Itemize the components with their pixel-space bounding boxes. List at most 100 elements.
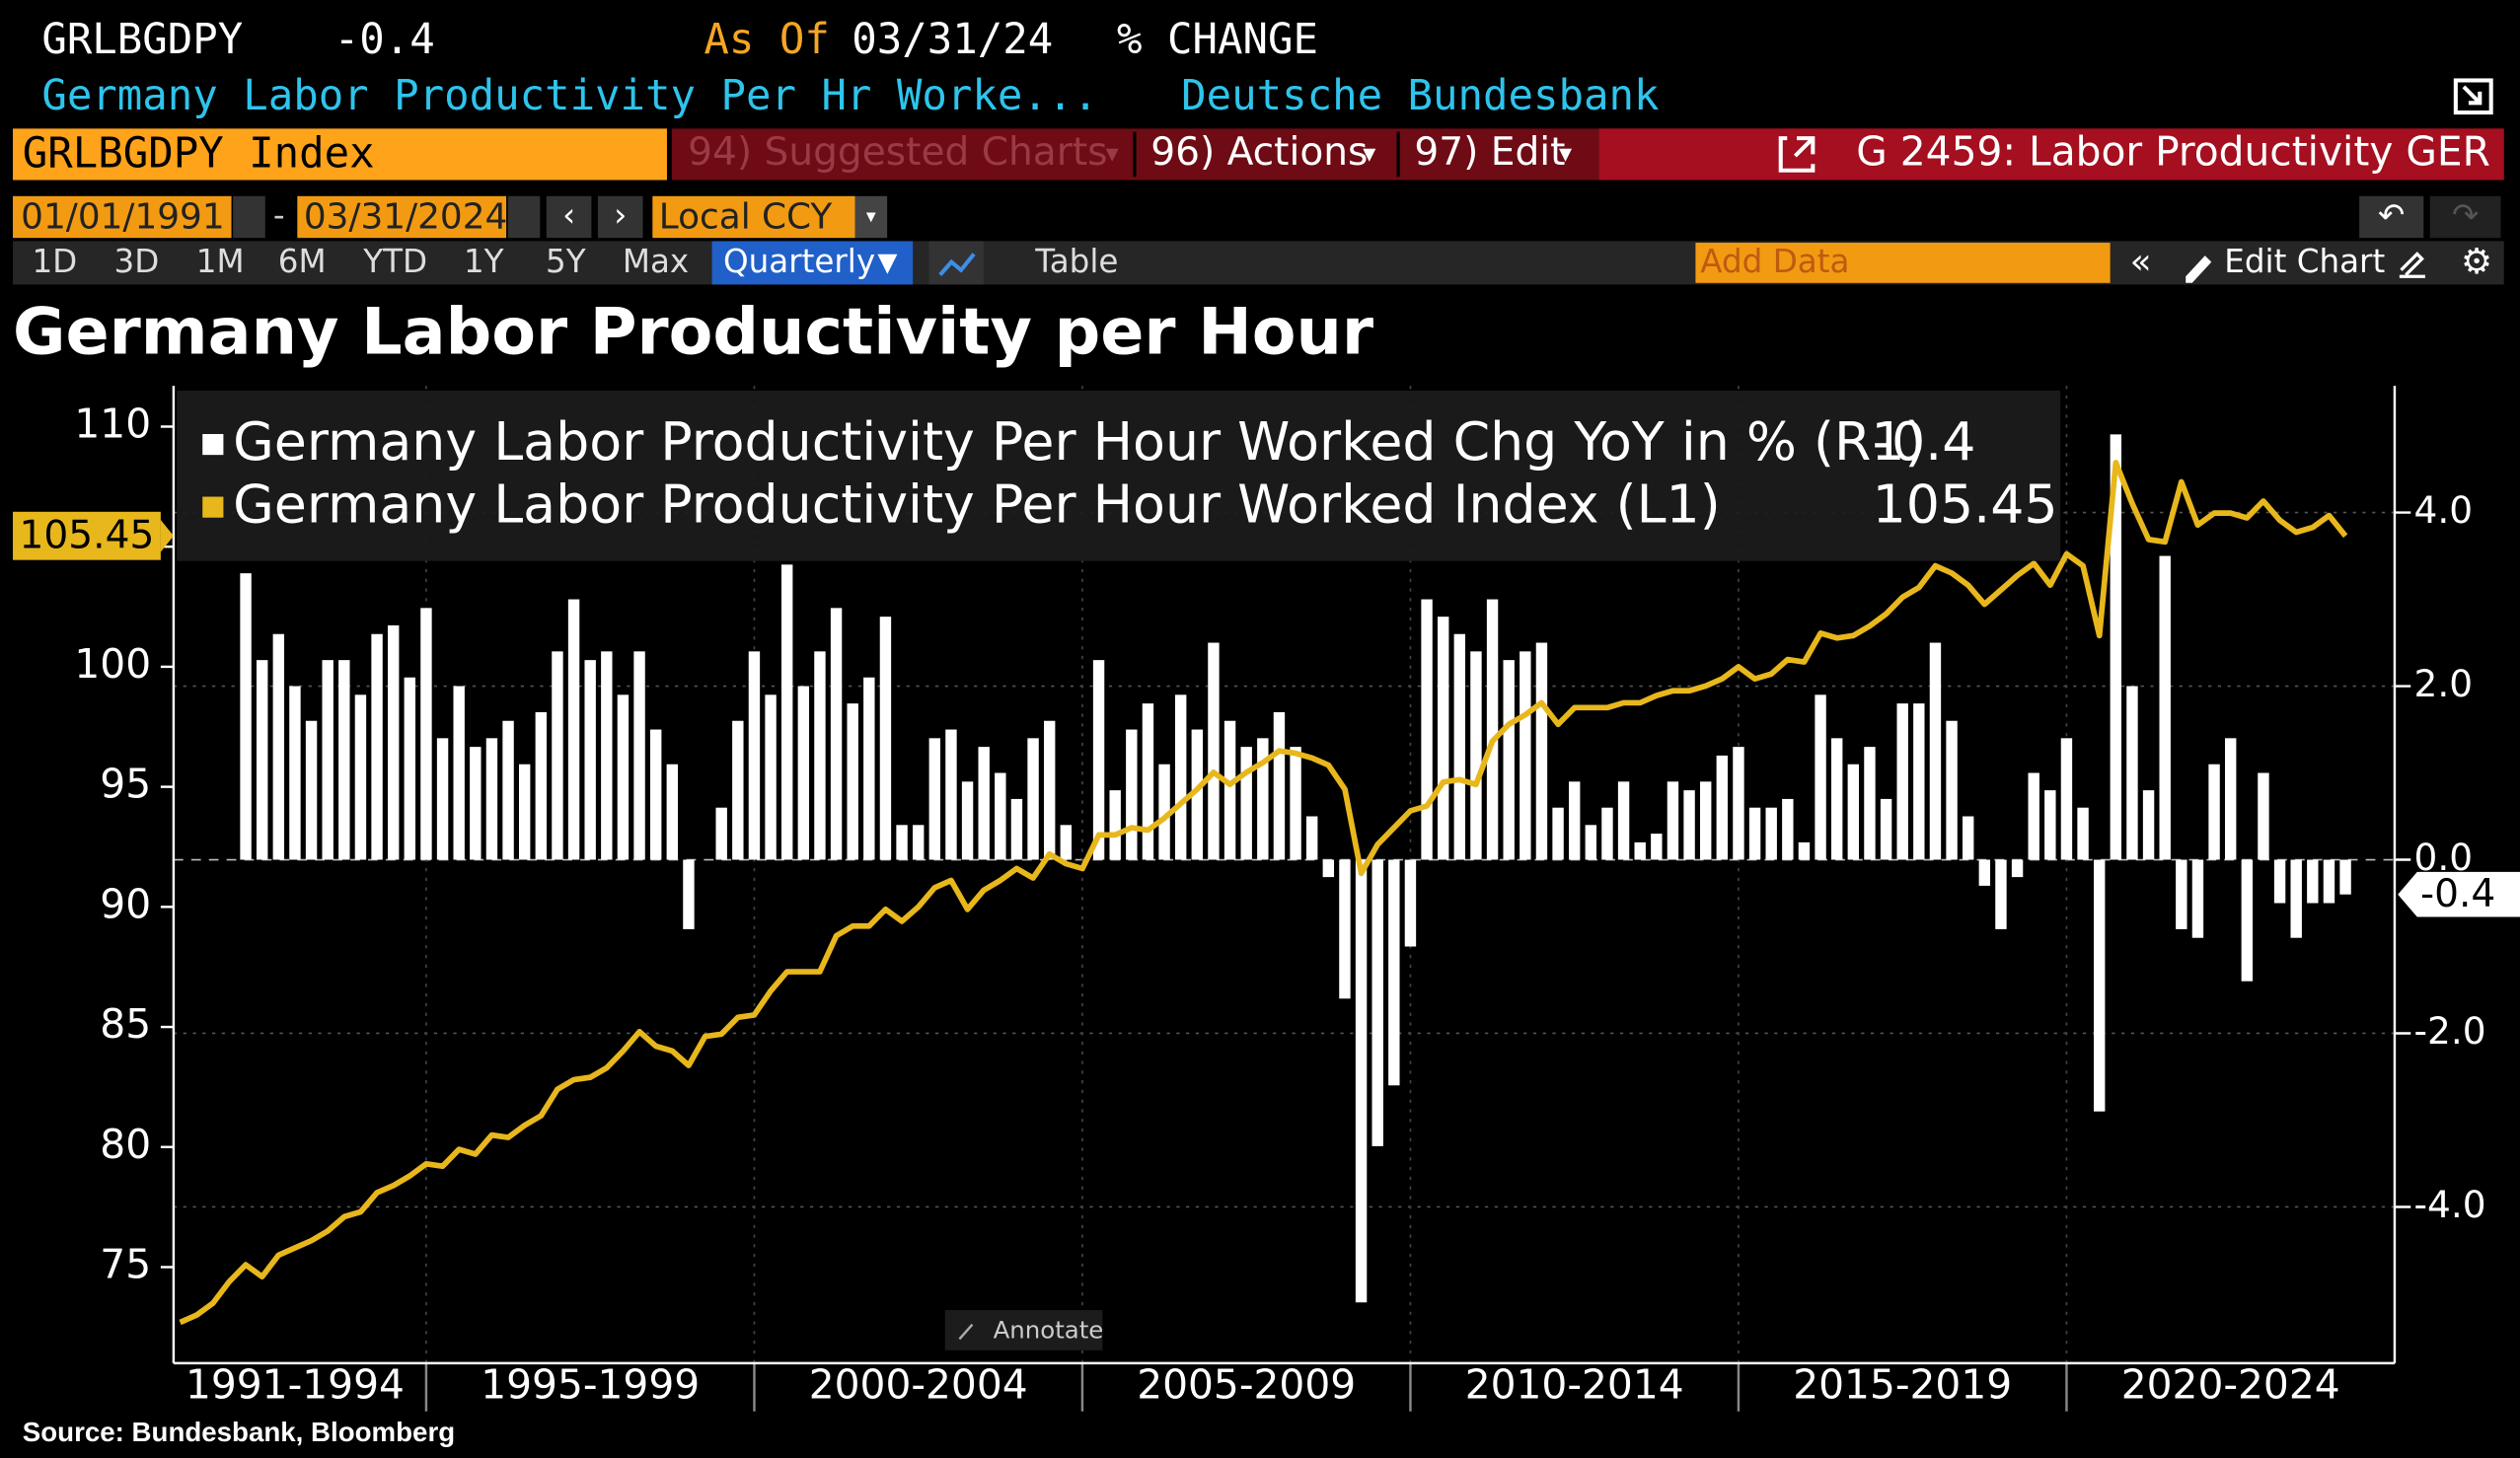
period-button[interactable]: 5Y: [546, 243, 586, 280]
bar: [1962, 816, 1974, 860]
menu-arrow: ▾: [1106, 139, 1119, 169]
currency-dropdown[interactable]: [854, 195, 888, 239]
period-button[interactable]: Max: [623, 243, 689, 280]
currency-box[interactable]: [652, 195, 855, 239]
menu-actions[interactable]: 96) Actions: [1150, 130, 1368, 175]
bar: [1995, 859, 2007, 929]
launch-icon[interactable]: [1778, 136, 1816, 173]
bar: [995, 772, 1006, 860]
bar: [1388, 859, 1400, 1086]
calendar-icon[interactable]: [233, 195, 265, 239]
x-tick-label: 2005-2009: [1137, 1360, 1356, 1408]
bar: [1699, 781, 1712, 860]
bar: [715, 807, 727, 860]
bar: [1142, 703, 1154, 860]
bar: [1240, 747, 1252, 860]
table-button[interactable]: Table: [1034, 243, 1118, 280]
bar: [371, 633, 383, 860]
bar: [1339, 859, 1351, 999]
bar: [1946, 720, 1958, 860]
last-value-pointer: [160, 519, 174, 552]
bar: [2159, 555, 2171, 860]
y2-tick-label: -4.0: [2413, 1183, 2485, 1226]
legend-box: [177, 390, 2061, 561]
start-date-box[interactable]: [13, 195, 232, 239]
popout-icon[interactable]: [2453, 78, 2493, 115]
frequency: Quarterly: [723, 243, 875, 280]
bar: [814, 651, 826, 860]
edit-icon[interactable]: [2399, 252, 2425, 278]
pencil-icon: [2186, 255, 2212, 283]
bar: [2176, 859, 2187, 929]
bar: [1880, 798, 1892, 860]
mode: % CHANGE: [1117, 15, 1318, 63]
period-button[interactable]: 1Y: [464, 243, 504, 280]
legend-swatch: [202, 433, 224, 456]
bar: [1109, 790, 1121, 860]
period-button[interactable]: 1M: [196, 243, 245, 280]
bar: [322, 660, 334, 860]
bar: [2224, 738, 2237, 860]
bar: [1634, 841, 1646, 860]
settings-icon[interactable]: ⚙: [2461, 242, 2492, 282]
collapse-icon[interactable]: «: [2130, 242, 2152, 282]
bar: [256, 660, 268, 860]
edit-chart[interactable]: Edit Chart: [2224, 243, 2385, 280]
bar: [1782, 798, 1794, 860]
calendar-icon[interactable]: [507, 195, 541, 239]
bar: [404, 677, 416, 860]
bar: [1519, 651, 1531, 860]
bar: [1651, 834, 1663, 860]
legend-value: 105.45: [1873, 474, 2058, 536]
legend-value: -0.4: [1873, 410, 1976, 473]
start-date: 01/01/1991: [21, 197, 224, 238]
chart-type-button[interactable]: [928, 241, 984, 285]
bar: [567, 599, 580, 860]
bar: [1437, 617, 1449, 860]
bar: [420, 608, 432, 860]
menu-arrow: ▾: [1363, 139, 1375, 169]
bar: [1716, 755, 1729, 860]
bar: [1601, 807, 1613, 860]
x-tick-label: 1995-1999: [481, 1360, 700, 1408]
source-name: Deutsche Bundesbank: [1181, 71, 1659, 119]
bar: [2028, 772, 2039, 860]
x-tick-label: 2020-2024: [2121, 1360, 2340, 1408]
bar: [2126, 686, 2138, 860]
bar: [2273, 859, 2286, 904]
bar: [2011, 859, 2024, 878]
description: Germany Labor Productivity Per Hr Worke.…: [41, 71, 1097, 119]
prev-button[interactable]: [546, 195, 592, 239]
bar: [1043, 720, 1056, 860]
security-box[interactable]: [13, 128, 667, 181]
period-button[interactable]: 3D: [114, 243, 160, 280]
y2-tick-label: 4.0: [2413, 488, 2473, 532]
menu-suggested[interactable]: 94) Suggested Charts: [688, 130, 1107, 175]
bar: [879, 617, 892, 860]
redo-button[interactable]: [2429, 195, 2501, 239]
period-button[interactable]: 6M: [278, 243, 327, 280]
annotate-button[interactable]: [944, 1310, 1103, 1350]
period-button[interactable]: 1D: [32, 243, 77, 280]
bar: [863, 677, 875, 860]
undo-button[interactable]: [2359, 195, 2424, 239]
currency: Local CCY: [659, 197, 833, 238]
end-date-box[interactable]: [297, 195, 507, 239]
bar: [2060, 738, 2073, 860]
frequency-box[interactable]: [711, 241, 914, 285]
add-data-box[interactable]: [1695, 243, 2111, 283]
bar: [1371, 859, 1383, 1146]
period-button[interactable]: YTD: [362, 243, 427, 280]
y2-tick-label: 0.0: [2413, 836, 2473, 879]
bar: [1208, 642, 1220, 860]
bar: [683, 859, 695, 929]
bar: [1913, 703, 1925, 860]
bar: [2077, 807, 2089, 860]
bar: [912, 825, 925, 860]
bar: [535, 711, 548, 860]
menu-edit[interactable]: 97) Edit: [1414, 130, 1565, 175]
next-button[interactable]: [597, 195, 643, 239]
y-tick-label: 95: [100, 761, 151, 808]
y-tick-label: 85: [100, 1000, 151, 1048]
bar: [1765, 807, 1777, 860]
